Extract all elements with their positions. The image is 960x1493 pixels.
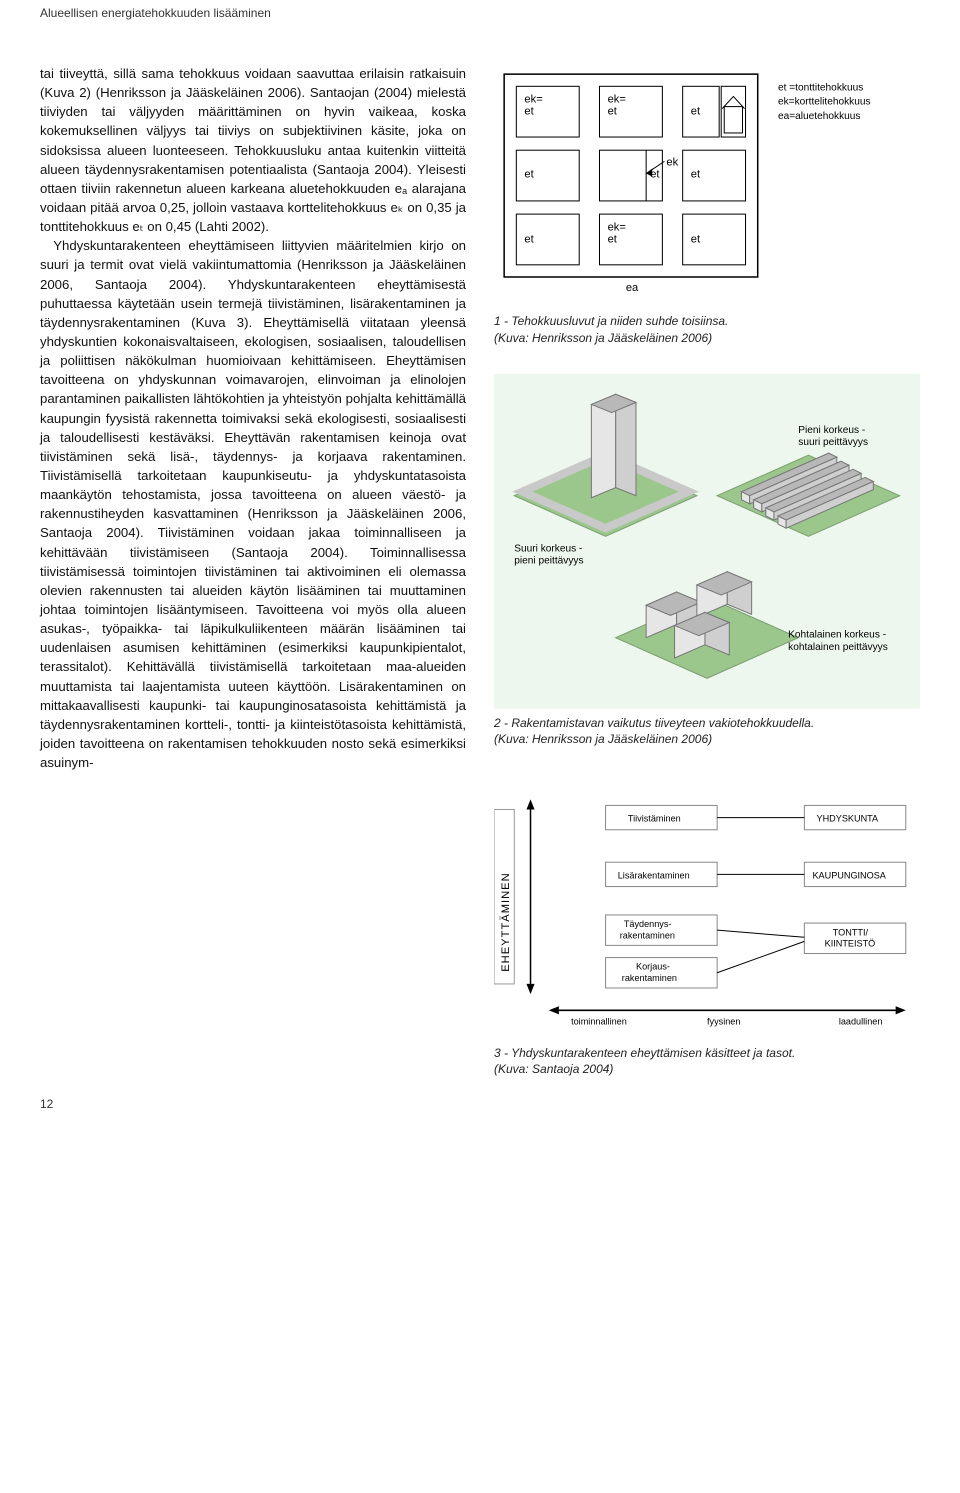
f1-legend-ea: ea=aluetehokkuus bbox=[778, 111, 860, 122]
f3-ax2: fyysinen bbox=[707, 1016, 740, 1026]
figure-1-caption-l2: (Kuva: Henriksson ja Jääskeläinen 2006) bbox=[494, 331, 712, 345]
f2-label-left: Suuri korkeus -pieni peittävyys bbox=[514, 543, 583, 566]
figure-2-caption: 2 - Rakentamistavan vaikutus tiiveyteen … bbox=[494, 715, 920, 747]
figure-1: ek=et ek=et et et et ek et et ek=et et e… bbox=[494, 64, 920, 346]
f3-tayd: Täydennys-rakentaminen bbox=[620, 919, 675, 940]
f3-lisa: Lisärakentaminen bbox=[618, 870, 690, 880]
f3-kaup: KAUPUNGINOSA bbox=[812, 870, 886, 880]
figure-3: EHEYTTÄMINEN Tiivistäminen Lisärakentami… bbox=[494, 775, 920, 1077]
f1-r0c2: et bbox=[691, 106, 701, 118]
figure-1-caption: 1 - Tehokkuusluvut ja niiden suhde toisi… bbox=[494, 313, 920, 345]
figure-2-caption-l2: (Kuva: Henriksson ja Jääskeläinen 2006) bbox=[494, 732, 712, 746]
f3-ax1: toiminnallinen bbox=[571, 1016, 627, 1026]
figure-3-svg: EHEYTTÄMINEN Tiivistäminen Lisärakentami… bbox=[494, 775, 920, 1039]
page: Alueellisen energiatehokkuuden lisäämine… bbox=[0, 0, 960, 1131]
figure-2: Suuri korkeus -pieni peittävyys bbox=[494, 374, 920, 747]
figure-2-svg: Suuri korkeus -pieni peittävyys bbox=[494, 374, 920, 709]
f3-tiiv: Tiivistäminen bbox=[628, 814, 681, 824]
figure-1-caption-l1: 1 - Tehokkuusluvut ja niiden suhde toisi… bbox=[494, 314, 728, 328]
f1-r0c1: ek=et bbox=[608, 94, 626, 118]
figure-2-caption-l1: 2 - Rakentamistavan vaikutus tiiveyteen … bbox=[494, 716, 814, 730]
figure-3-caption: 3 - Yhdyskuntarakenteen eheyttämisen käs… bbox=[494, 1045, 920, 1077]
f1-r1c2: et bbox=[691, 169, 701, 181]
figure-1-svg: ek=et ek=et et et et ek et et ek=et et e… bbox=[494, 64, 920, 307]
f2-label-right: Pieni korkeus -suuri peittävyys bbox=[798, 425, 868, 448]
f1-r1c0: et bbox=[524, 169, 534, 181]
f1-legend-et: et =tonttitehokkuus bbox=[778, 82, 863, 93]
f3-side: EHEYTTÄMINEN bbox=[500, 872, 512, 971]
f3-ax3: laadullinen bbox=[839, 1016, 883, 1026]
f1-ea: ea bbox=[626, 282, 639, 294]
two-column-layout: tai tiiveyttä, sillä sama tehokkuus void… bbox=[0, 24, 960, 1087]
f3-tontti: TONTTI/KIINTEISTÖ bbox=[825, 927, 876, 948]
f1-legend-ek: ek=korttelitehokkuus bbox=[778, 97, 871, 108]
running-head: Alueellisen energiatehokkuuden lisäämine… bbox=[0, 0, 960, 24]
body-text-column: tai tiiveyttä, sillä sama tehokkuus void… bbox=[40, 64, 466, 1077]
figure-3-caption-l1: 3 - Yhdyskuntarakenteen eheyttämisen käs… bbox=[494, 1046, 795, 1060]
f1-r2c1: ek=et bbox=[608, 221, 626, 245]
f1-r2c0: et bbox=[524, 234, 534, 246]
f3-yhdys: YHDYSKUNTA bbox=[817, 814, 880, 824]
f1-r1-ek: ek bbox=[666, 156, 678, 168]
f2-label-bottom: Kohtalainen korkeus -kohtalainen peittäv… bbox=[788, 630, 888, 653]
figures-column: ek=et ek=et et et et ek et et ek=et et e… bbox=[494, 64, 920, 1077]
page-number: 12 bbox=[0, 1087, 960, 1111]
body-paragraph: tai tiiveyttä, sillä sama tehokkuus void… bbox=[40, 64, 466, 772]
f1-r2c2: et bbox=[691, 234, 701, 246]
figure-3-caption-l2: (Kuva: Santaoja 2004) bbox=[494, 1062, 613, 1076]
f1-r0c0: ek=et bbox=[524, 94, 542, 118]
